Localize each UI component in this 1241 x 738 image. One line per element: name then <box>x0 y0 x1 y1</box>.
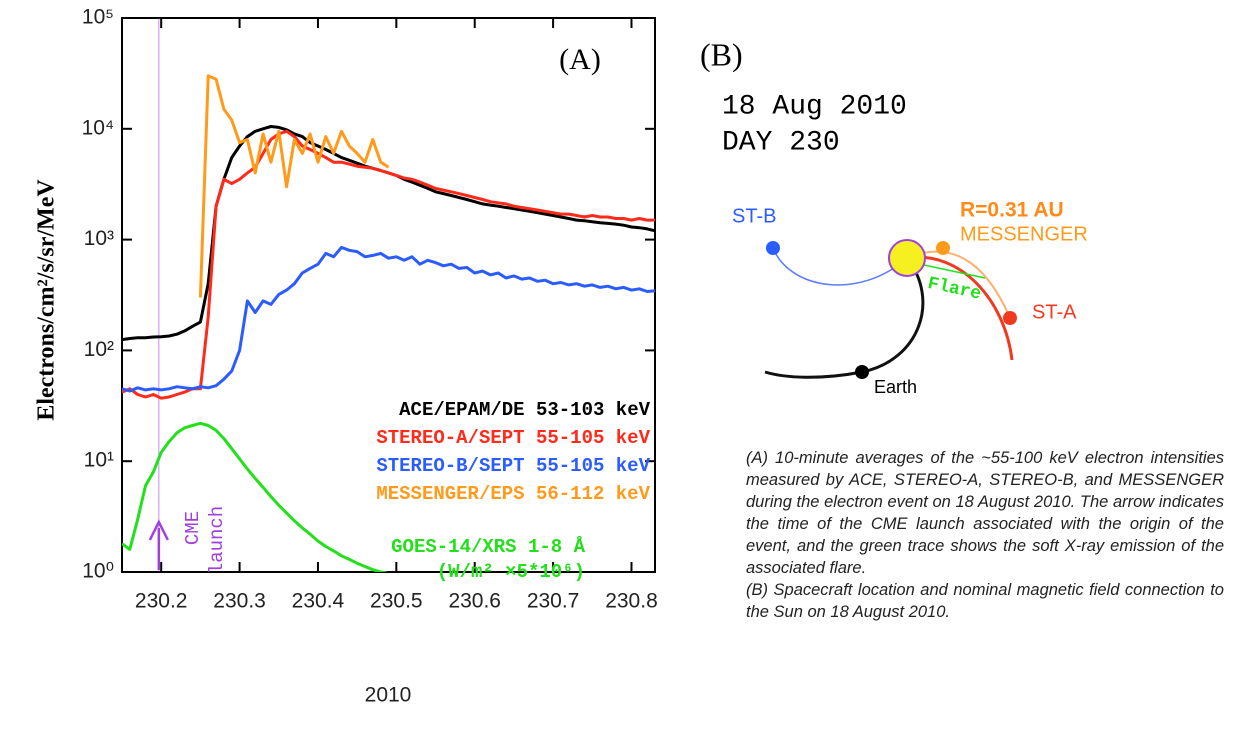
earth-dot <box>855 365 869 379</box>
radius-label: R=0.31 AU <box>960 199 1064 222</box>
messenger-label: MESSENGER <box>960 223 1088 245</box>
series-line <box>198 74 390 298</box>
y-tick-label: 10¹ <box>84 449 114 472</box>
series-line <box>122 129 655 400</box>
caption: (A) 10-minute averages of the ~55-100 ke… <box>746 447 1224 623</box>
sun <box>888 239 926 277</box>
x-tick-label: 230.8 <box>605 590 658 613</box>
y-tick-label: 10² <box>84 338 114 361</box>
legend-label: GOES-14/XRS 1-8 Å <box>391 536 585 558</box>
day: DAY 230 <box>722 127 840 158</box>
series-line <box>122 421 389 572</box>
x-tick-label: 230.3 <box>213 590 266 613</box>
y-tick-label: 10⁵ <box>82 6 114 29</box>
x-axis-label: 2010 <box>365 684 412 707</box>
cme-arrow-head <box>148 519 169 541</box>
x-tick-label: 230.7 <box>527 590 580 613</box>
earth-label: Earth <box>874 377 917 397</box>
st-b-dot <box>766 241 780 255</box>
earth-field-line <box>764 257 925 379</box>
panel-label: (A) <box>559 43 601 76</box>
date: 18 Aug 2010 <box>722 91 907 122</box>
x-tick-label: 230.2 <box>135 590 188 613</box>
x-tick-label: 230.5 <box>370 590 423 613</box>
goes-unit: (W/m² ×5*10⁶) <box>437 561 585 583</box>
st-a-label: ST-A <box>1032 301 1077 323</box>
cme-label: CME <box>182 511 204 545</box>
flare-label: Flare <box>926 274 983 305</box>
diagram: (B) 18 Aug 2010 DAY 230 ST-B ST-A Earth … <box>700 36 1088 396</box>
legend-label: STEREO-B/SEPT 55-105 keV <box>376 455 650 477</box>
caption-b: (B) Spacecraft location and nominal magn… <box>746 581 1224 621</box>
x-tick-label: 230.4 <box>292 590 345 613</box>
series-line <box>122 245 655 393</box>
x-tick-label: 230.6 <box>448 590 501 613</box>
messenger-dot <box>936 241 950 255</box>
y-tick-label: 10³ <box>84 227 114 250</box>
y-axis-label: Electrons/cm²/s/sr/MeV <box>34 179 60 421</box>
legend-label: MESSENGER/EPS 56-112 keV <box>376 483 650 505</box>
plot-area <box>122 18 655 572</box>
legend-label: ACE/EPAM/DE 53-103 keV <box>399 399 650 421</box>
y-tick-label: 10⁴ <box>82 116 114 139</box>
st-b-label: ST-B <box>732 205 776 227</box>
st-b-field-line <box>772 247 908 286</box>
panel-label: (B) <box>700 36 743 72</box>
cme-label: launch <box>206 506 228 574</box>
st-a-dot <box>1003 311 1017 325</box>
y-tick-label: 10⁰ <box>82 560 114 583</box>
legend-label: STEREO-A/SEPT 55-105 keV <box>376 427 650 449</box>
caption-a: (A) 10-minute averages of the ~55-100 ke… <box>746 449 1224 577</box>
